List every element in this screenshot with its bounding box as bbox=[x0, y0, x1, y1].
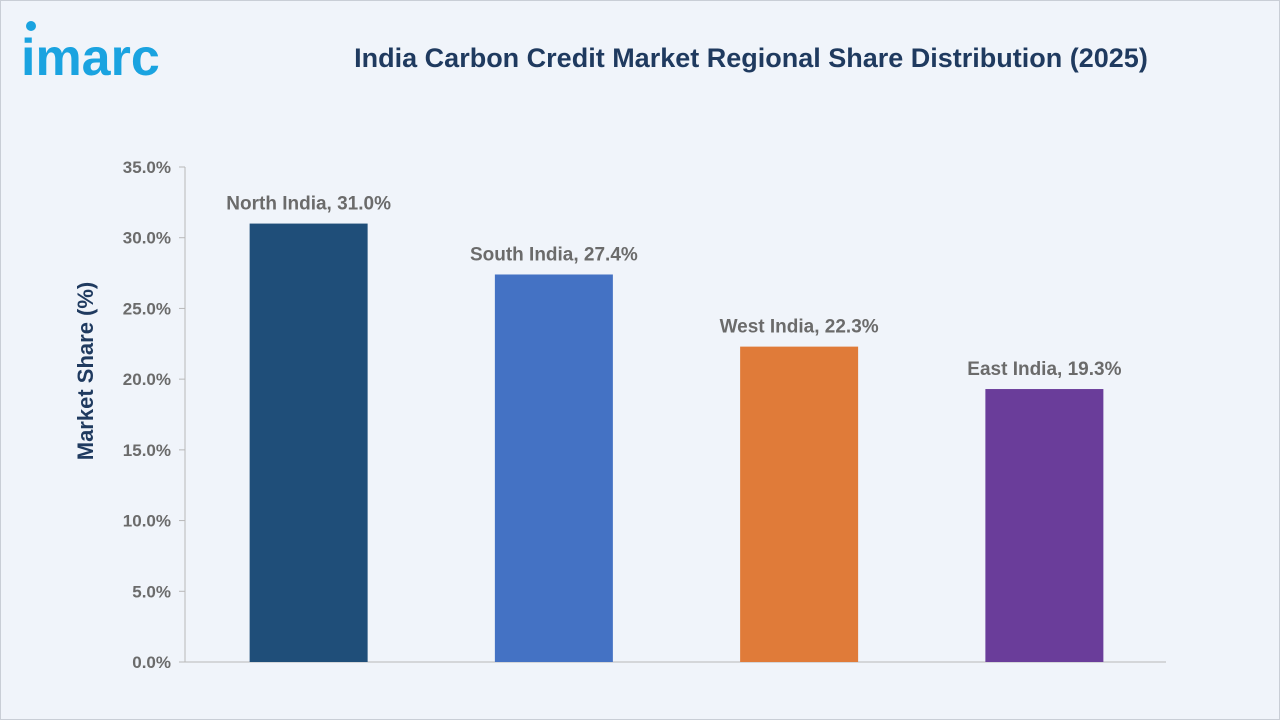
data-labels: North India, 31.0% South India, 27.4% West… bbox=[226, 194, 1121, 380]
bar-west-india bbox=[740, 346, 859, 662]
y-tick-label: 10.0% bbox=[123, 512, 171, 531]
y-tick-label: 25.0% bbox=[123, 299, 171, 318]
bar-north-india bbox=[249, 223, 368, 663]
y-tick-label: 20.0% bbox=[123, 370, 171, 389]
chart-title: India Carbon Credit Market Regional Shar… bbox=[354, 43, 1148, 73]
y-tick-label: 15.0% bbox=[123, 441, 171, 460]
bar-east-india bbox=[985, 389, 1104, 662]
data-label: South India, 27.4% bbox=[470, 244, 638, 265]
data-label: North India, 31.0% bbox=[226, 194, 391, 215]
imarc-logo: imarc bbox=[21, 21, 160, 85]
y-tick-label: 30.0% bbox=[123, 229, 171, 248]
bars bbox=[249, 223, 1104, 663]
y-tick-label: 35.0% bbox=[123, 158, 171, 177]
axes: 0.0% 5.0% 10.0% 15.0% 20.0% 25.0% 30.0% 35.0% bbox=[123, 158, 1166, 672]
logo-dot bbox=[26, 21, 36, 31]
y-tick-label: 5.0% bbox=[132, 582, 171, 601]
logo-text: imarc bbox=[21, 29, 160, 85]
bar-south-india bbox=[494, 274, 613, 662]
data-label: East India, 19.3% bbox=[967, 359, 1121, 380]
y-tick-label: 0.0% bbox=[132, 653, 171, 672]
data-label: West India, 22.3% bbox=[720, 317, 879, 338]
y-axis-title: Market Share (%) bbox=[73, 282, 98, 461]
